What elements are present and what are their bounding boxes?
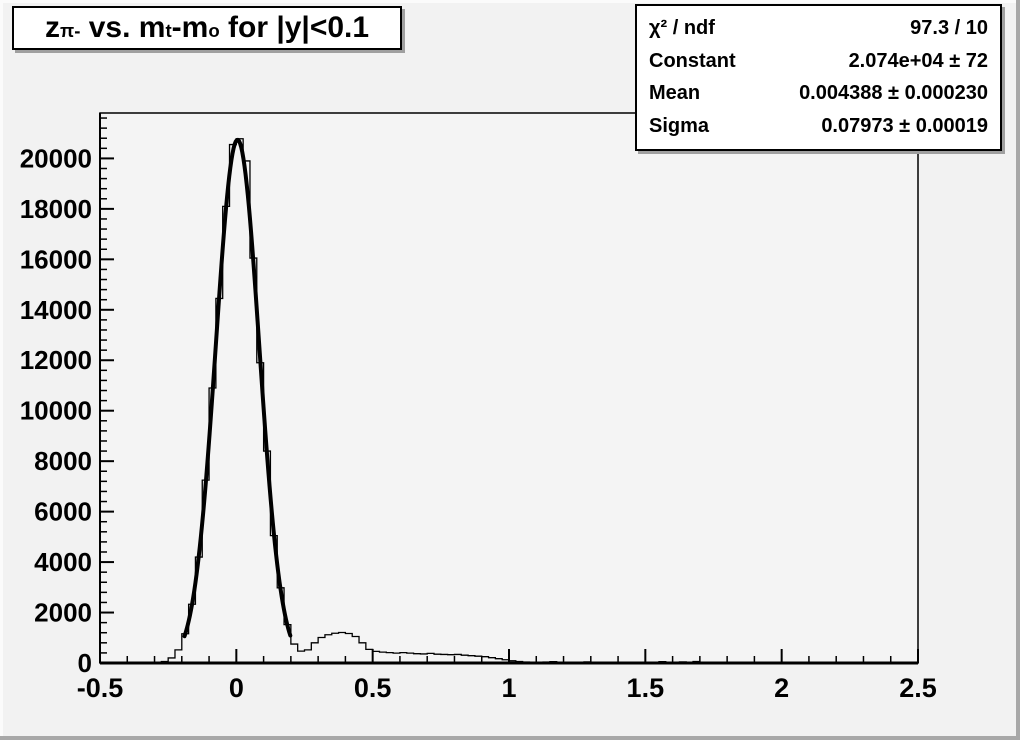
title-segment: for |y|<0.1 (219, 11, 370, 44)
y-tick-label: 8000 (34, 446, 92, 476)
stats-value: 97.3 / 10 (910, 16, 988, 39)
stats-label: χ² / ndf (649, 16, 715, 39)
y-tick-label: 10000 (20, 396, 92, 426)
y-tick-label: 2000 (34, 598, 92, 628)
fit-stats-box: χ² / ndf 97.3 / 10 Constant 2.074e+04 ± 72 M… (635, 4, 1002, 151)
canvas-bevel-top (0, 0, 1020, 3)
x-tick-label: 0.5 (354, 673, 392, 703)
plot-frame (99, 112, 919, 664)
canvas-bevel-left (0, 0, 3, 740)
title-box: z π- vs. m t -m o for |y|<0.1 (12, 6, 402, 50)
canvas-bevel-right (1016, 0, 1020, 740)
title-segment: -m (171, 11, 209, 44)
x-tick-label: 2.5 (899, 673, 937, 703)
title-segment: π- (59, 20, 81, 42)
title-segment: o (208, 20, 220, 42)
title-segment: t (165, 20, 172, 42)
stats-label: Mean (649, 82, 701, 105)
x-tick-label: -0.5 (77, 673, 124, 703)
gaussian-fit-curve (182, 137, 293, 639)
y-tick-label: 4000 (34, 547, 92, 577)
stats-row: Mean 0.004388 ± 0.000230 (649, 82, 988, 105)
y-tick-label: 6000 (34, 497, 92, 527)
canvas-bevel-bottom (0, 736, 1020, 740)
stats-row: Constant 2.074e+04 ± 72 (649, 50, 988, 73)
y-tick-label: 12000 (20, 345, 92, 375)
x-tick-label: 1 (501, 673, 516, 703)
x-tick-label: 2 (774, 673, 789, 703)
stats-label: Constant (649, 49, 736, 72)
y-tick-label: 14000 (20, 295, 92, 325)
stats-label: Sigma (649, 115, 710, 138)
x-tick-label: 0 (229, 673, 244, 703)
y-tick-label: 0 (78, 648, 92, 678)
stats-value: 2.074e+04 ± 72 (848, 49, 988, 72)
stats-value: 0.07973 ± 0.00019 (821, 115, 988, 138)
stats-row: χ² / ndf 97.3 / 10 (649, 17, 988, 40)
title-segment: z (44, 11, 60, 44)
title-segment: vs. m (80, 11, 166, 44)
y-tick-label: 18000 (20, 194, 92, 224)
stats-value: 0.004388 ± 0.000230 (799, 82, 988, 105)
x-tick-label: 1.5 (627, 673, 665, 703)
y-tick-label: 20000 (20, 143, 92, 173)
stats-row: Sigma 0.07973 ± 0.00019 (649, 115, 988, 138)
y-tick-label: 16000 (20, 244, 92, 274)
